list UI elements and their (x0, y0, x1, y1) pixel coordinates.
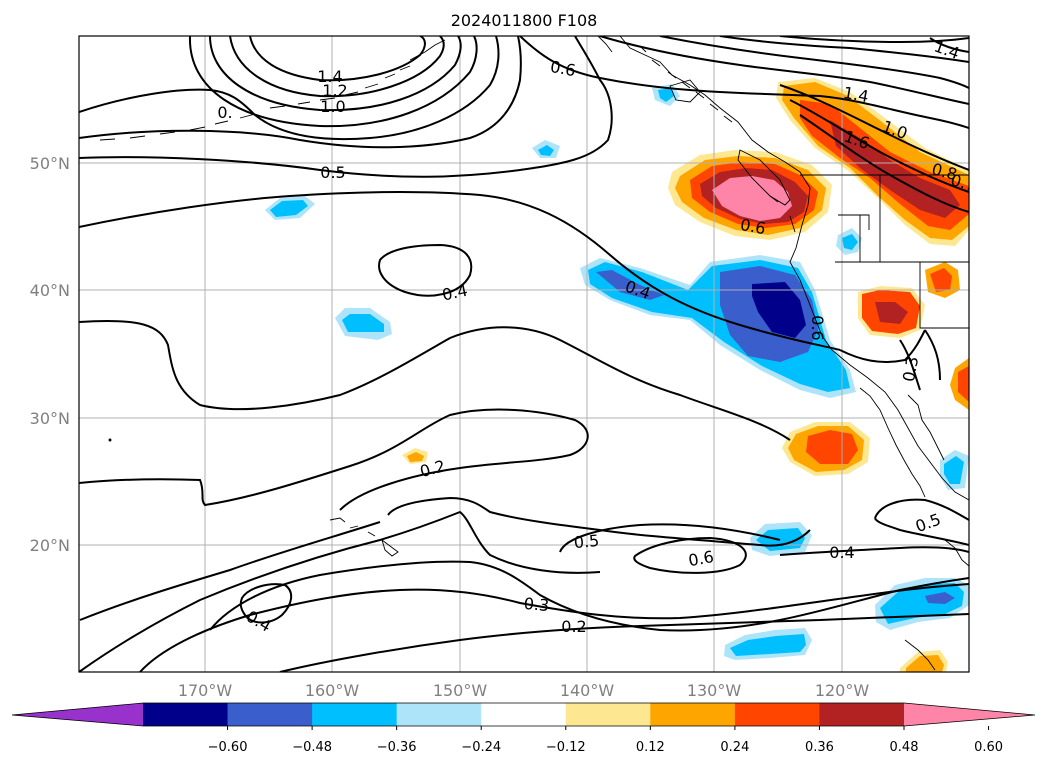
colorbar-segment (227, 703, 313, 726)
contour-label: 1.4 (842, 83, 870, 106)
colorbar-segments (12, 703, 1035, 726)
colorbar-tick-label: 0.36 (805, 740, 834, 755)
lon-label: 160°W (305, 681, 360, 700)
contour-label: 0.4 (440, 281, 469, 305)
colorbar-tick-label: −0.48 (292, 740, 332, 755)
map-frame (78, 35, 970, 673)
colorbar-ticks: −0.60 −0.48 −0.36 −0.24 −0.12 0.12 0.24 0.36 0.4… (208, 726, 1003, 755)
colorbar-tick-label: −0.12 (546, 740, 586, 755)
colorbar-tick-label: −0.36 (377, 740, 417, 755)
contour-label: 0.6 (687, 547, 715, 570)
longitude-labels: 170°W 160°W 150°W 140°W 130°W 120°W (178, 681, 870, 700)
lon-label: 170°W (178, 681, 233, 700)
anomaly-positive-small (402, 262, 969, 672)
colorbar-tick-label: −0.60 (208, 740, 248, 755)
contour-label: 0.5 (320, 163, 345, 182)
colorbar-segment (396, 703, 482, 726)
contour-label: 0.4 (829, 543, 854, 562)
contour-label: 1.2 (322, 81, 347, 100)
anomaly-positive-pnw (668, 150, 832, 240)
lat-label: 30°N (30, 409, 70, 428)
colorbar-tick-label: 0.24 (720, 740, 749, 755)
contour-label: 0.5 (573, 531, 600, 552)
lat-label: 20°N (30, 536, 70, 555)
lon-label: 140°W (560, 681, 615, 700)
contour-lines (79, 36, 969, 672)
contour-label: 0.6 (739, 215, 767, 238)
colorbar-tick-label: 0.60 (974, 740, 1003, 755)
colorbar-segment (819, 703, 905, 726)
colorbar-segment (734, 703, 820, 726)
colorbar-segment (143, 703, 229, 726)
colorbar-extend-right (904, 703, 1035, 726)
colorbar: −0.60 −0.48 −0.36 −0.24 −0.12 0.12 0.24 0.36 0.4… (11, 702, 1036, 755)
contour-label: 0.6 (549, 57, 577, 80)
contour-label: 0. (217, 103, 232, 122)
contour-label: 0.3 (899, 355, 922, 383)
contour-label: 0.3 (523, 594, 550, 615)
lat-label: 50°N (30, 154, 70, 173)
latitude-labels: 50°N 40°N 30°N 20°N (30, 154, 70, 555)
colorbar-segment (312, 703, 398, 726)
lon-label: 130°W (687, 681, 742, 700)
colorbar-tick-label: −0.24 (461, 740, 501, 755)
contour-label: 0.2 (561, 617, 586, 636)
colorbar-segment (481, 703, 567, 726)
map-content: 1.4 1.2 1.0 0. 0.5 0.6 1.4 1.0 1.6 0.6 0… (79, 36, 979, 672)
anomaly-negative-ca (580, 255, 856, 398)
contour-label: 1.4 (317, 67, 342, 86)
contour-label: 1.0 (320, 97, 345, 116)
colorbar-segment (650, 703, 736, 726)
colorbar-tick-label: 0.48 (890, 740, 919, 755)
colorbar-tick-label: 0.12 (636, 740, 665, 755)
lon-label: 120°W (815, 681, 870, 700)
map-title: 2024011800 F108 (451, 11, 598, 30)
lat-label: 40°N (30, 281, 70, 300)
contour-label: 0.7 (949, 170, 979, 195)
colorbar-extend-left (12, 703, 143, 726)
colorbar-outline (11, 702, 1036, 727)
lon-label: 150°W (433, 681, 488, 700)
coastlines (99, 36, 969, 671)
contour-label: 0.6 (808, 315, 827, 340)
colorbar-segment (565, 703, 651, 726)
